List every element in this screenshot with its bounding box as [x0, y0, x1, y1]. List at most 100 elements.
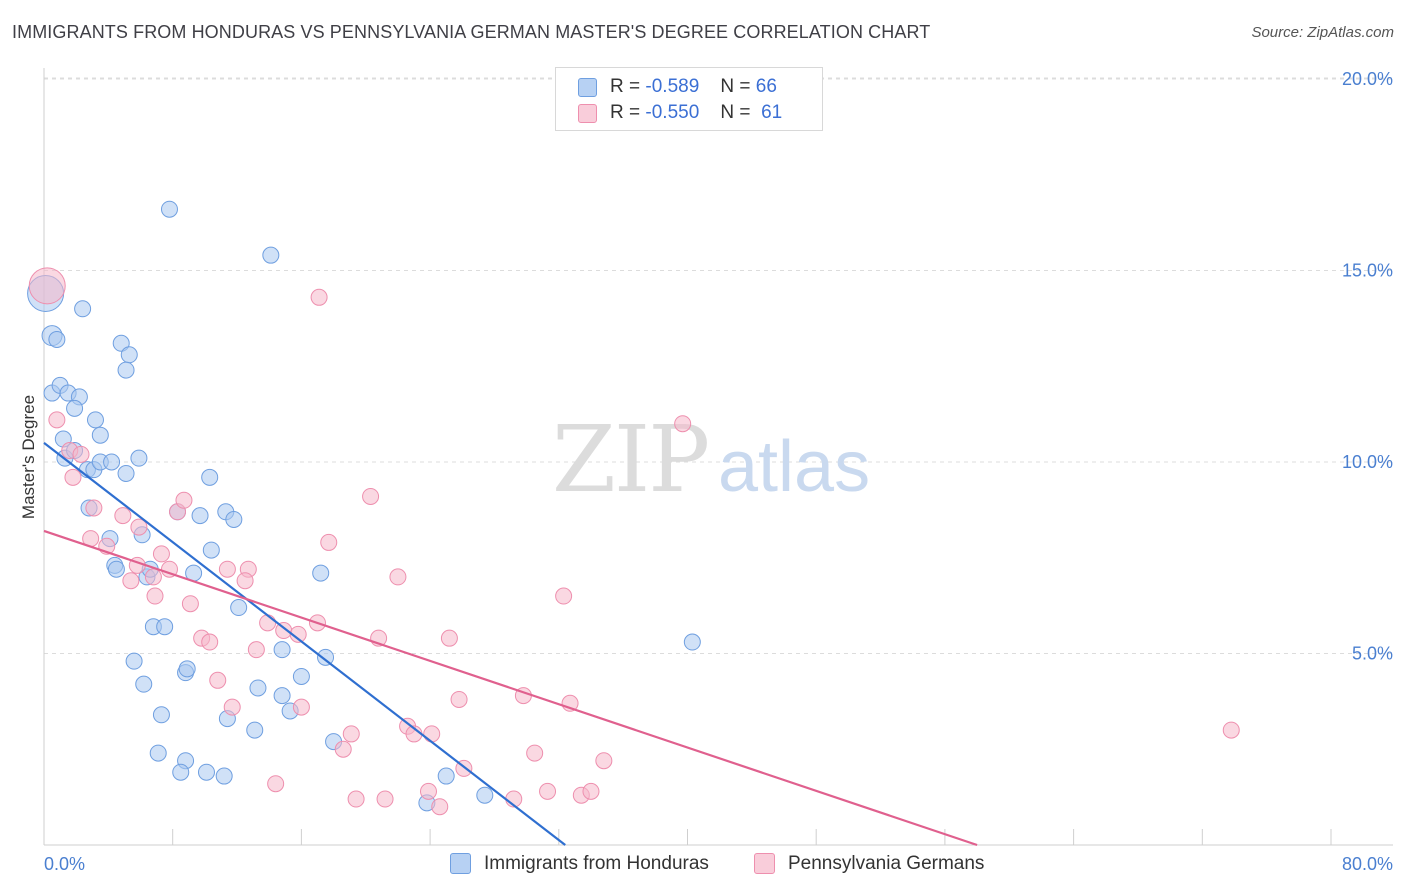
series-legend-label: Immigrants from Honduras — [484, 853, 709, 874]
point-honduras — [103, 453, 121, 471]
point-honduras — [273, 641, 291, 659]
legend-r-value: -0.550 — [645, 102, 700, 123]
series-legend-label: Pennsylvania Germans — [788, 853, 985, 874]
x-tick-label: 0.0% — [44, 854, 85, 874]
point-pennsylvania — [320, 533, 338, 551]
point-pennsylvania — [85, 499, 103, 517]
y-tick-label: 15.0% — [1342, 261, 1393, 281]
point-pennsylvania — [342, 725, 360, 743]
point-pennsylvania — [289, 625, 307, 643]
point-honduras — [117, 464, 135, 482]
legend-r-value: -0.589 — [645, 76, 700, 97]
point-pennsylvania — [152, 545, 170, 563]
point-pennsylvania — [181, 595, 199, 613]
watermark-atlas: atlas — [718, 427, 870, 507]
point-pennsylvania — [247, 641, 265, 659]
point-pennsylvania — [539, 782, 557, 800]
point-pennsylvania — [64, 468, 82, 486]
point-pennsylvania — [72, 445, 90, 463]
point-pennsylvania — [1222, 721, 1240, 739]
axes — [43, 68, 1393, 846]
y-axis-title: Master's Degree — [19, 395, 38, 519]
point-pennsylvania — [275, 622, 293, 640]
point-honduras — [135, 675, 153, 693]
trend-lines — [43, 441, 978, 847]
point-pennsylvania — [218, 560, 236, 578]
legend-n-value: 66 — [755, 76, 777, 97]
legend-r-label: R = — [610, 102, 641, 123]
point-honduras — [312, 564, 330, 582]
point-honduras — [107, 560, 125, 578]
point-pennsylvania — [267, 775, 285, 793]
chart-title: IMMIGRANTS FROM HONDURAS VS PENNSYLVANIA… — [12, 22, 931, 42]
point-pennsylvania — [122, 572, 140, 590]
point-pennsylvania — [160, 560, 178, 578]
tick-labels: 5.0% 10.0% 15.0% 20.0% 0.0% 80.0% — [44, 69, 1393, 874]
legend-r-label: R = — [610, 76, 641, 97]
point-pennsylvania — [175, 491, 193, 509]
point-honduras — [191, 507, 209, 525]
point-pennsylvania — [674, 415, 692, 433]
point-honduras — [48, 330, 66, 348]
point-pennsylvania — [144, 568, 162, 586]
point-pennsylvania — [440, 629, 458, 647]
x-tick-label: 80.0% — [1342, 854, 1393, 874]
point-pennsylvania — [423, 725, 441, 743]
series-legend: Immigrants from Honduras Pennsylvania Ge… — [0, 852, 1406, 878]
point-honduras — [74, 300, 92, 318]
point-pennsylvania — [526, 744, 544, 762]
point-pennsylvania — [450, 690, 468, 708]
point-pennsylvania — [389, 568, 407, 586]
data-points — [27, 200, 1240, 816]
point-pennsylvania — [201, 633, 219, 651]
point-pennsylvania — [376, 790, 394, 808]
point-honduras — [178, 660, 196, 678]
point-pennsylvania — [28, 267, 66, 305]
point-honduras — [160, 200, 178, 218]
legend-swatch-blue — [578, 78, 597, 97]
point-honduras — [120, 346, 138, 364]
point-honduras — [249, 679, 267, 697]
point-honduras — [125, 652, 143, 670]
y-tick-label: 20.0% — [1342, 69, 1393, 89]
point-pennsylvania — [419, 782, 437, 800]
point-honduras — [130, 449, 148, 467]
point-honduras — [202, 541, 220, 559]
trend-line-honduras — [43, 441, 566, 846]
point-honduras — [683, 633, 701, 651]
point-honduras — [86, 411, 104, 429]
legend-n-label: N = — [720, 76, 751, 97]
series-swatch-pink — [754, 853, 775, 874]
point-honduras — [149, 744, 167, 762]
legend-n-label: N = — [720, 102, 751, 123]
point-honduras — [262, 246, 280, 264]
point-pennsylvania — [292, 698, 310, 716]
legend-swatch-pink — [578, 104, 597, 123]
point-honduras — [91, 426, 109, 444]
point-honduras — [230, 599, 248, 617]
point-honduras — [172, 763, 190, 781]
point-honduras — [317, 648, 335, 666]
trend-line-pennsylvania — [43, 529, 978, 847]
point-honduras — [117, 361, 135, 379]
point-pennsylvania — [146, 587, 164, 605]
point-pennsylvania — [347, 790, 365, 808]
point-pennsylvania — [582, 782, 600, 800]
point-pennsylvania — [431, 798, 449, 816]
point-honduras — [156, 618, 174, 636]
point-honduras — [292, 667, 310, 685]
point-honduras — [437, 767, 455, 785]
point-honduras — [66, 399, 84, 417]
point-pennsylvania — [334, 740, 352, 758]
point-honduras — [215, 767, 233, 785]
point-honduras — [476, 786, 494, 804]
point-pennsylvania — [48, 411, 66, 429]
y-tick-label: 5.0% — [1352, 644, 1393, 664]
point-pennsylvania — [555, 587, 573, 605]
point-pennsylvania — [310, 288, 328, 306]
point-pennsylvania — [236, 572, 254, 590]
point-pennsylvania — [209, 671, 227, 689]
point-honduras — [273, 687, 291, 705]
y-tick-label: 10.0% — [1342, 452, 1393, 472]
